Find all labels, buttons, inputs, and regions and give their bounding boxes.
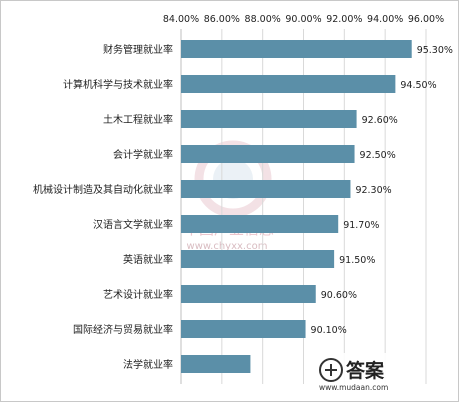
x-tick-label: 96.00% [408,14,444,25]
x-tick-label: 86.00% [204,14,240,25]
x-tick-label: 88.00% [245,14,281,25]
answer-logo: 答案 www.mudaan.com [311,353,425,393]
data-labels: 95.30% 94.50% 92.60% 92.50% 92.30% 91.70% 91.5… [311,45,453,336]
watermark-url: www.chyxx.com [187,241,268,252]
category-label: 计算机科学与技术就业率 [63,78,173,91]
data-label: 91.50% [339,255,375,266]
bar [181,145,355,163]
answer-logo-text: 答案 [346,359,385,382]
answer-logo-icon [319,358,343,382]
x-tick-label: 90.00% [285,14,321,25]
category-label: 英语就业率 [123,253,173,266]
category-label: 汉语言文学就业率 [93,218,173,231]
x-tick-label: 94.00% [367,14,403,25]
data-label: 92.50% [360,150,396,161]
category-label: 财务管理就业率 [103,43,173,56]
data-label: 95.30% [417,45,453,56]
x-tick-labels: 84.00% 86.00% 88.00% 90.00% 92.00% 94.00% 96.0… [163,14,444,25]
data-label: 92.60% [362,115,398,126]
bars [181,40,412,373]
x-tick-label: 84.00% [163,14,199,25]
category-label: 艺术设计就业率 [103,288,173,301]
category-label: 土木工程就业率 [103,113,173,126]
answer-logo-glyph-icon [325,364,337,376]
x-tick-label: 92.00% [326,14,362,25]
bar [181,250,335,268]
data-label: 94.50% [400,80,436,91]
data-label: 92.30% [355,185,391,196]
bar [181,75,396,93]
bar [181,215,339,233]
bar [181,320,306,338]
bar [181,110,357,128]
data-label: 90.10% [311,325,347,336]
bar [181,180,351,198]
category-label: 机械设计制造及其自动化就业率 [33,183,173,196]
data-label: 91.70% [343,220,379,231]
bar [181,355,251,373]
data-label: 90.60% [321,290,357,301]
category-label: 国际经济与贸易就业率 [73,323,173,336]
category-label: 会计学就业率 [113,148,173,161]
bar [181,285,316,303]
category-label: 法学就业率 [123,358,173,371]
bar [181,40,412,58]
answer-logo-url: www.mudaan.com [319,383,388,392]
category-labels: 财务管理就业率计算机科学与技术就业率土木工程就业率会计学就业率机械设计制造及其自… [33,43,173,371]
